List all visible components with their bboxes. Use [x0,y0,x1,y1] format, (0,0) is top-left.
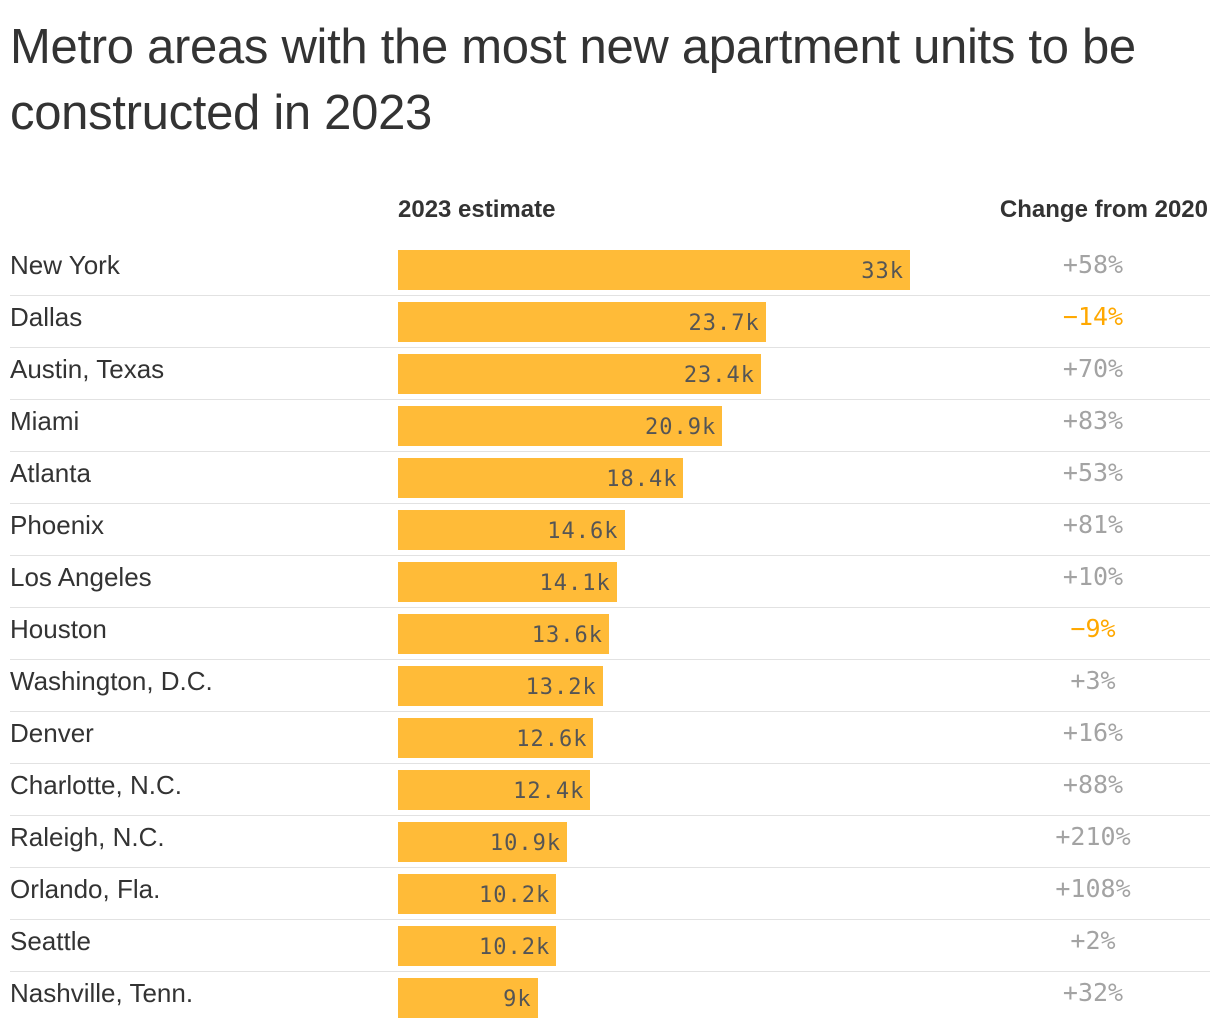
bar: 10.2k [398,926,557,966]
table-row: Nashville, Tenn. 9k +32% [10,972,1210,1024]
bar-value-label: 23.7k [688,311,760,336]
metro-label: Los Angeles [10,562,152,592]
table-row: Houston 13.6k −9% [10,608,1210,660]
metro-label: Washington, D.C. [10,666,213,696]
change-value: +16% [1062,718,1124,747]
metro-label: New York [10,250,120,280]
bar: 13.6k [398,614,609,654]
estimate-column-header: 2023 estimate [398,196,556,223]
change-value: +108% [1055,874,1131,903]
metro-label: Raleigh, N.C. [10,822,165,852]
change-value: +210% [1055,822,1131,851]
bar-value-label: 23.4k [683,363,756,388]
metro-label: Miami [10,406,80,436]
bar-value-label: 10.2k [479,935,551,960]
bar: 18.4k [398,458,684,498]
bar: 10.9k [398,822,568,862]
bar: 9k [398,978,538,1018]
bar-value-label: 20.9k [645,415,717,440]
metro-label: Atlanta [10,458,91,488]
bar: 14.6k [398,510,625,550]
bar-value-label: 9k [503,987,532,1012]
change-value: −9% [1070,614,1116,643]
table-row: Seattle 10.2k +2% [10,920,1210,972]
table-row: Los Angeles 14.1k +10% [10,556,1210,608]
change-value: +10% [1062,562,1124,591]
bar-value-label: 14.6k [547,519,619,544]
bar-value-label: 18.4k [606,467,678,492]
bar: 14.1k [398,562,617,602]
metro-label: Dallas [10,302,83,332]
bar-value-label: 13.6k [531,623,603,648]
bar-rows: New York 33k +58% Dallas 23.7k −14% Austin, Te… [10,244,1210,1024]
bar-value-label: 33k [861,259,904,284]
table-row: Denver 12.6k +16% [10,712,1210,764]
metro-label: Austin, Texas [10,354,165,384]
change-value: +70% [1062,354,1124,383]
change-value: +32% [1062,978,1124,1007]
bar-value-label: 12.4k [513,779,585,804]
table-row: Atlanta 18.4k +53% [10,452,1210,504]
table-row: Miami 20.9k +83% [10,400,1210,452]
metro-label: Charlotte, N.C. [10,770,182,800]
change-column-header: Change from 2020 [999,196,1208,223]
table-row: New York 33k +58% [10,244,1210,296]
change-value: +83% [1062,406,1124,435]
table-row: Charlotte, N.C. 12.4k +88% [10,764,1210,816]
change-value: −14% [1062,302,1124,331]
bar: 23.4k [398,354,762,394]
table-row: Dallas 23.7k −14% [10,296,1210,348]
metro-label: Seattle [10,926,91,956]
change-value: +53% [1062,458,1124,487]
bar-value-label: 13.2k [525,675,597,700]
change-value: +81% [1062,510,1124,539]
bar: 12.4k [398,770,591,810]
bar-value-label: 10.2k [479,883,551,908]
bar-value-label: 10.9k [489,831,562,856]
change-value: +88% [1062,770,1124,799]
bar: 20.9k [398,406,723,446]
metro-label: Denver [10,718,94,748]
bar: 10.2k [398,874,557,914]
bar: 33k [398,250,910,290]
bar: 23.7k [398,302,766,342]
table-row: Phoenix 14.6k +81% [10,504,1210,556]
metro-label: Nashville, Tenn. [10,978,194,1008]
change-value: +58% [1062,250,1124,279]
bar: 12.6k [398,718,594,758]
bar-value-label: 12.6k [516,727,588,752]
table-row: Austin, Texas 23.4k +70% [10,348,1210,400]
change-value: +3% [1070,666,1116,695]
metro-label: Houston [10,614,107,644]
bar-value-label: 14.1k [539,571,611,596]
chart-title: Metro areas with the most new apartment … [10,20,1136,140]
table-row: Orlando, Fla. 10.2k +108% [10,868,1210,920]
table-row: Washington, D.C. 13.2k +3% [10,660,1210,712]
metro-label: Phoenix [10,510,104,540]
table-row: Raleigh, N.C. 10.9k +210% [10,816,1210,868]
bar: 13.2k [398,666,603,706]
metro-label: Orlando, Fla. [10,874,161,904]
change-value: +2% [1070,926,1116,955]
